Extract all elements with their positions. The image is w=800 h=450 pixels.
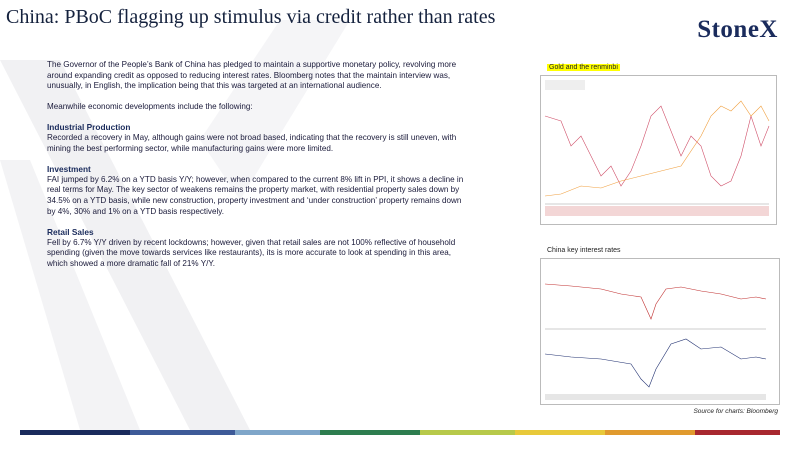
section-heading: Industrial Production bbox=[47, 122, 131, 133]
chart-image bbox=[540, 258, 780, 405]
chart-image bbox=[540, 75, 777, 225]
section-heading: Retail Sales bbox=[47, 227, 94, 238]
chart-title: Gold and the renminbi bbox=[547, 64, 620, 71]
paragraph: The Governor of the People’s Bank of Chi… bbox=[47, 60, 457, 91]
chart-title: China key interest rates bbox=[547, 247, 621, 254]
paragraph: Recorded a recovery in May, although gai… bbox=[47, 132, 457, 153]
paragraph: FAI jumped by 6.2% on a YTD basis Y/Y; h… bbox=[47, 174, 464, 216]
source-note: Source for charts: Bloomberg bbox=[693, 408, 778, 415]
paragraph: Meanwhile economic developments include … bbox=[47, 101, 253, 111]
body-text: The Governor of the People’s Bank of Chi… bbox=[47, 60, 467, 280]
paragraph: Fell by 6.7% Y/Y driven by recent lockdo… bbox=[47, 237, 456, 268]
section-heading: Investment bbox=[47, 164, 91, 175]
slide-title: China: PBoC flagging up stimulus via cre… bbox=[6, 6, 496, 28]
logo: StoneX bbox=[697, 16, 778, 43]
footer-bar bbox=[20, 430, 780, 435]
